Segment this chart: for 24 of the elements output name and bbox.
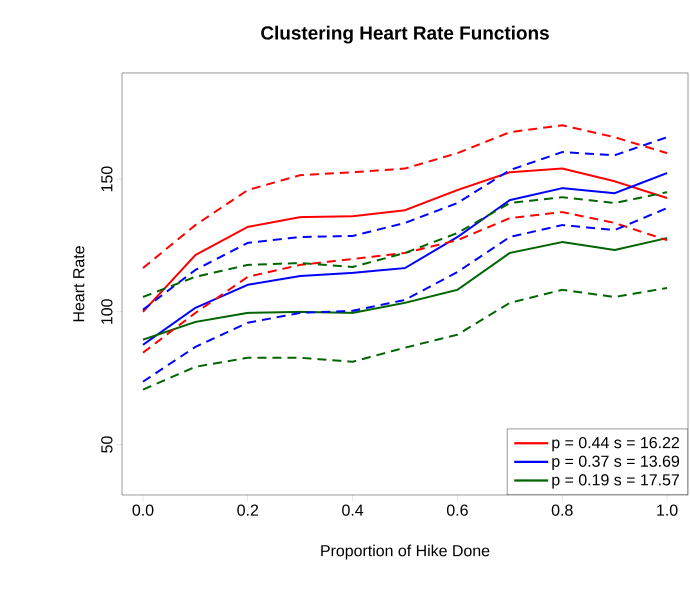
line-series	[142, 172, 668, 346]
line-series	[142, 136, 668, 311]
line-series	[142, 124, 668, 270]
legend-label: p = 0.37 s = 13.69	[552, 456, 680, 470]
legend-label: p = 0.44 s = 16.22	[552, 436, 679, 452]
y-axis-title: Heart Rate	[73, 246, 84, 322]
line-series	[142, 191, 668, 298]
x-tick-label: 0.2	[237, 504, 258, 516]
x-tick-label: 0.8	[552, 504, 573, 516]
y-tick-label: 150	[101, 166, 112, 192]
line-series	[142, 237, 668, 341]
x-axis-title: Proportion of Hike Done	[321, 544, 490, 560]
line-series	[142, 286, 668, 391]
line-series	[142, 207, 668, 383]
x-tick-label: 0.4	[342, 504, 364, 516]
line-series	[142, 211, 668, 354]
x-tick-label: 0.0	[132, 504, 154, 516]
y-tick-label: 50	[101, 436, 112, 453]
line-series	[142, 168, 668, 313]
legend-label: p = 0.19 s = 17.57	[552, 474, 679, 489]
chart-title: Clustering Heart Rate Functions	[261, 26, 549, 44]
x-tick-label: 0.6	[446, 504, 468, 516]
x-tick-label: 1.0	[657, 504, 678, 516]
y-tick-label: 100	[101, 299, 112, 324]
